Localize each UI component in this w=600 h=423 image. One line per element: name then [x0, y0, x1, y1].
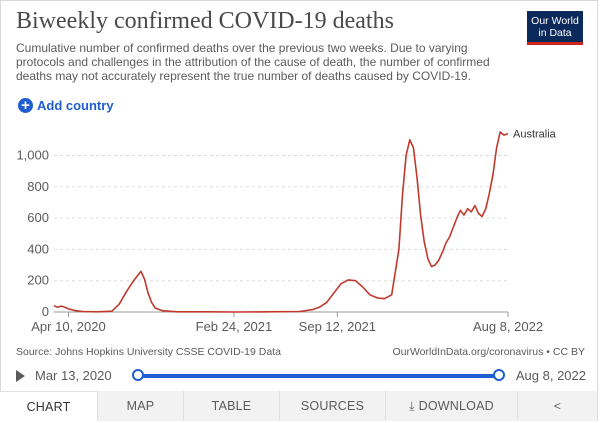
- y-tick-label: 0: [42, 304, 49, 319]
- x-tick-label: Apr 10, 2020: [31, 319, 105, 334]
- timeline-end-label: Aug 8, 2022: [515, 368, 586, 383]
- tab-sources[interactable]: SOURCES: [280, 391, 386, 421]
- owid-logo[interactable]: Our World in Data: [527, 11, 583, 45]
- timeline-track[interactable]: [138, 374, 500, 378]
- y-tick-label: 200: [27, 273, 49, 288]
- source-note: Source: Johns Hopkins University CSSE CO…: [16, 346, 281, 358]
- timeline-end-handle[interactable]: [493, 369, 505, 381]
- tab-chart[interactable]: CHART: [0, 391, 98, 421]
- credit-link[interactable]: OurWorldInData.org/coronavirus • CC BY: [392, 346, 585, 358]
- chart-series: Australia: [53, 129, 557, 313]
- series-label: Australia: [513, 129, 557, 141]
- y-tick-label: 600: [27, 210, 49, 225]
- x-axis-ticks: Apr 10, 2020 Feb 24, 2021 Sep 12, 2021 Aug …: [31, 312, 543, 334]
- x-tick-label: Feb 24, 2021: [196, 319, 273, 334]
- tab-table[interactable]: TABLE: [184, 391, 280, 421]
- x-tick-label: Aug 8, 2022: [473, 319, 543, 334]
- timeline-start-label: Mar 13, 2020: [35, 368, 112, 383]
- y-tick-label: 1,000: [16, 147, 49, 162]
- x-tick-label: Sep 12, 2021: [299, 319, 376, 334]
- series-line-australia: [53, 131, 509, 313]
- add-country-button[interactable]: + Add country: [18, 98, 114, 113]
- plus-icon: +: [18, 98, 33, 113]
- chart-subtitle: Cumulative number of confirmed deaths ov…: [16, 41, 490, 83]
- tab-download-label: DOWNLOAD: [418, 399, 494, 413]
- timeline: Mar 13, 2020 Aug 8, 2022: [16, 366, 586, 386]
- share-icon: <: [553, 399, 562, 413]
- line-chart: 0 200 400 600 800 1,000 Apr 10, 2020 Feb 24, 2…: [16, 129, 557, 334]
- chart-grid: [54, 154, 508, 313]
- download-icon: ⤓: [409, 399, 415, 413]
- tab-download[interactable]: ⤓ DOWNLOAD: [386, 391, 518, 421]
- y-axis-ticks: 0 200 400 600 800 1,000: [16, 147, 49, 319]
- timeline-start-handle[interactable]: [132, 369, 144, 381]
- add-country-label: Add country: [37, 98, 114, 113]
- logo-line-2: in Data: [538, 27, 572, 39]
- chart-title: Biweekly confirmed COVID-19 deaths: [16, 8, 394, 34]
- play-icon[interactable]: [16, 370, 25, 382]
- tab-bar: CHART MAP TABLE SOURCES ⤓ DOWNLOAD <: [0, 391, 598, 421]
- y-tick-label: 400: [27, 241, 49, 256]
- share-button[interactable]: <: [518, 391, 598, 421]
- y-tick-label: 800: [27, 179, 49, 194]
- logo-line-1: Our World: [531, 15, 579, 27]
- tab-map[interactable]: MAP: [98, 391, 184, 421]
- logo-accent-bar: [527, 42, 583, 45]
